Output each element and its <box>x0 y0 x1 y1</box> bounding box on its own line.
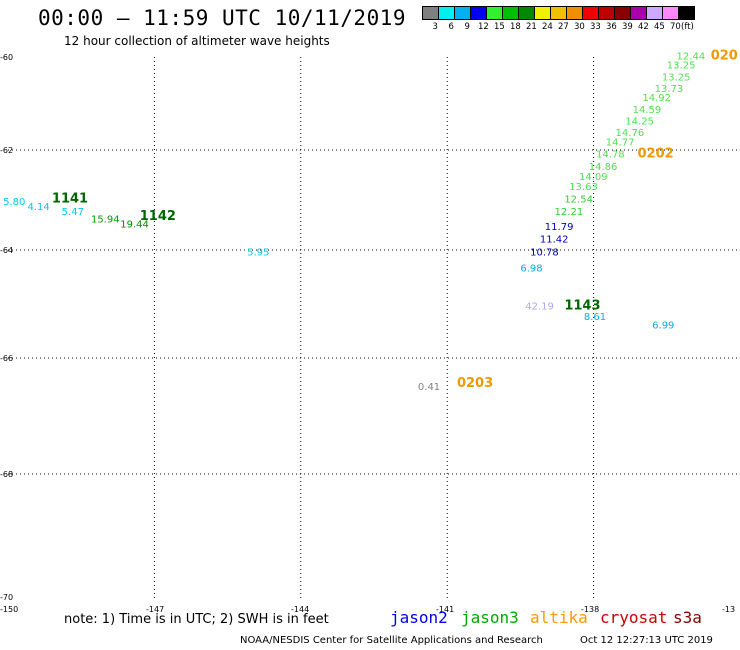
swh-value: 14.59 <box>633 105 662 116</box>
swh-value: 5.47 <box>62 207 84 218</box>
colorbar-tick: 42 <box>638 22 649 32</box>
lon-tick-label: -138 <box>581 605 599 614</box>
colorbar-cell <box>550 6 567 20</box>
swh-value: 12.21 <box>555 207 584 218</box>
grid-lines <box>8 57 740 600</box>
satellite-jason3: jason3 <box>461 608 519 627</box>
swh-value: 13.25 <box>662 72 691 83</box>
swh-value: 0.41 <box>418 382 440 393</box>
swh-value: 14.86 <box>589 162 618 173</box>
colorbar-cell <box>438 6 455 20</box>
time-label: 1141 <box>52 192 88 207</box>
swh-value: 5.80 <box>3 197 25 208</box>
colorbar-cell <box>534 6 551 20</box>
lon-tick-label: -150 <box>0 605 18 614</box>
time-label: 0202 <box>638 147 674 162</box>
swh-value: 13.25 <box>667 61 696 72</box>
swh-value: 42.19 <box>525 301 554 312</box>
swh-value: 19.44 <box>120 220 149 231</box>
time-label: 020 <box>711 48 738 63</box>
colorbar-cell <box>454 6 471 20</box>
swh-value: 5.95 <box>247 247 269 258</box>
swh-value: 14.09 <box>579 172 608 183</box>
swh-value: 14.25 <box>625 116 654 127</box>
colorbar-cell <box>566 6 583 20</box>
swh-value: 14.92 <box>642 93 671 104</box>
colorbar-tick: 45 <box>654 22 665 32</box>
swh-value: 14.77 <box>606 137 635 148</box>
colorbar-tick: 6 <box>448 22 454 32</box>
swh-value: 8.61 <box>584 312 606 323</box>
colorbar-cell <box>614 6 631 20</box>
colorbar <box>422 6 695 20</box>
colorbar-tick: 18 <box>510 22 521 32</box>
colorbar-tick: 27 <box>558 22 569 32</box>
timestamp-text: Oct 12 12:27:13 UTC 2019 <box>580 635 713 646</box>
time-label: 1142 <box>140 209 176 224</box>
colorbar-cell <box>646 6 663 20</box>
lon-tick-label: -144 <box>291 605 309 614</box>
swh-value: 6.98 <box>520 264 542 275</box>
lat-tick-label: -62 <box>0 146 13 155</box>
colorbar-cell <box>502 6 519 20</box>
colorbar-tick: 15 <box>494 22 505 32</box>
swh-value: 13.73 <box>655 84 684 95</box>
colorbar-cell <box>470 6 487 20</box>
page-subtitle: 12 hour collection of altimeter wave hei… <box>64 34 330 48</box>
lat-tick-label: -68 <box>0 470 13 479</box>
time-label: 0203 <box>457 376 493 391</box>
lon-tick-label: -141 <box>436 605 454 614</box>
axis-labels: -60 -62 -64 -66 -68 -70 -150 -147 -144 -141 -138 -1… <box>0 53 735 614</box>
lat-tick-label: -70 <box>0 593 13 602</box>
swh-value: 14.76 <box>616 128 645 139</box>
lat-tick-label: -60 <box>0 53 13 62</box>
colorbar-cell <box>598 6 615 20</box>
colorbar-tick: (ft) <box>681 22 694 32</box>
colorbar-tick: 33 <box>590 22 601 32</box>
colorbar-tick: 70 <box>670 22 681 32</box>
colorbar-ticks: 3 6 9 12 15 18 21 24 27 30 33 36 39 42 45 70 (ft) <box>422 22 740 34</box>
swh-value: 6.99 <box>652 320 674 331</box>
swh-value: 11.42 <box>540 235 569 246</box>
colorbar-tick: 39 <box>622 22 633 32</box>
swh-value: 14.78 <box>596 150 625 161</box>
colorbar-cell <box>518 6 535 20</box>
credit-text: NOAA/NESDIS Center for Satellite Applica… <box>240 635 543 646</box>
colorbar-tick: 24 <box>542 22 553 32</box>
swh-value: 13.63 <box>569 182 598 193</box>
colorbar-tick: 21 <box>526 22 537 32</box>
satellite-altika: altika <box>530 608 588 627</box>
colorbar-cell <box>486 6 503 20</box>
swh-value: 10.78 <box>530 247 559 258</box>
page-title: 00:00 – 11:59 UTC 10/11/2019 <box>38 6 407 30</box>
colorbar-cell <box>678 6 695 20</box>
swh-value: 12.44 <box>677 51 706 62</box>
colorbar-tick: 3 <box>432 22 438 32</box>
swh-value: 4.14 <box>28 202 50 213</box>
swh-value: 12.54 <box>564 195 593 206</box>
satellite-cryosat: cryosat <box>600 608 668 627</box>
colorbar-cell <box>422 6 439 20</box>
colorbar-tick: 36 <box>606 22 617 32</box>
time-label: 1143 <box>564 298 600 313</box>
colorbar-tick: 30 <box>574 22 585 32</box>
colorbar-tick: 12 <box>478 22 489 32</box>
note-text: note: 1) Time is in UTC; 2) SWH is in fe… <box>64 612 329 627</box>
colorbar-cell <box>582 6 599 20</box>
satellite-s3a: s3a <box>673 608 702 627</box>
swh-value: 11.79 <box>545 222 574 233</box>
lon-tick-label: -13 <box>722 605 735 614</box>
lat-tick-label: -64 <box>0 246 13 255</box>
colorbar-cell <box>662 6 679 20</box>
colorbar-cell <box>630 6 647 20</box>
swh-value: 15.94 <box>91 215 120 226</box>
colorbar-tick: 9 <box>464 22 470 32</box>
time-labels: 1141 1142 1143 0202 0203 020 <box>52 48 738 391</box>
lat-tick-label: -66 <box>0 354 13 363</box>
satellite-jason2: jason2 <box>390 608 448 627</box>
lon-tick-label: -147 <box>146 605 164 614</box>
